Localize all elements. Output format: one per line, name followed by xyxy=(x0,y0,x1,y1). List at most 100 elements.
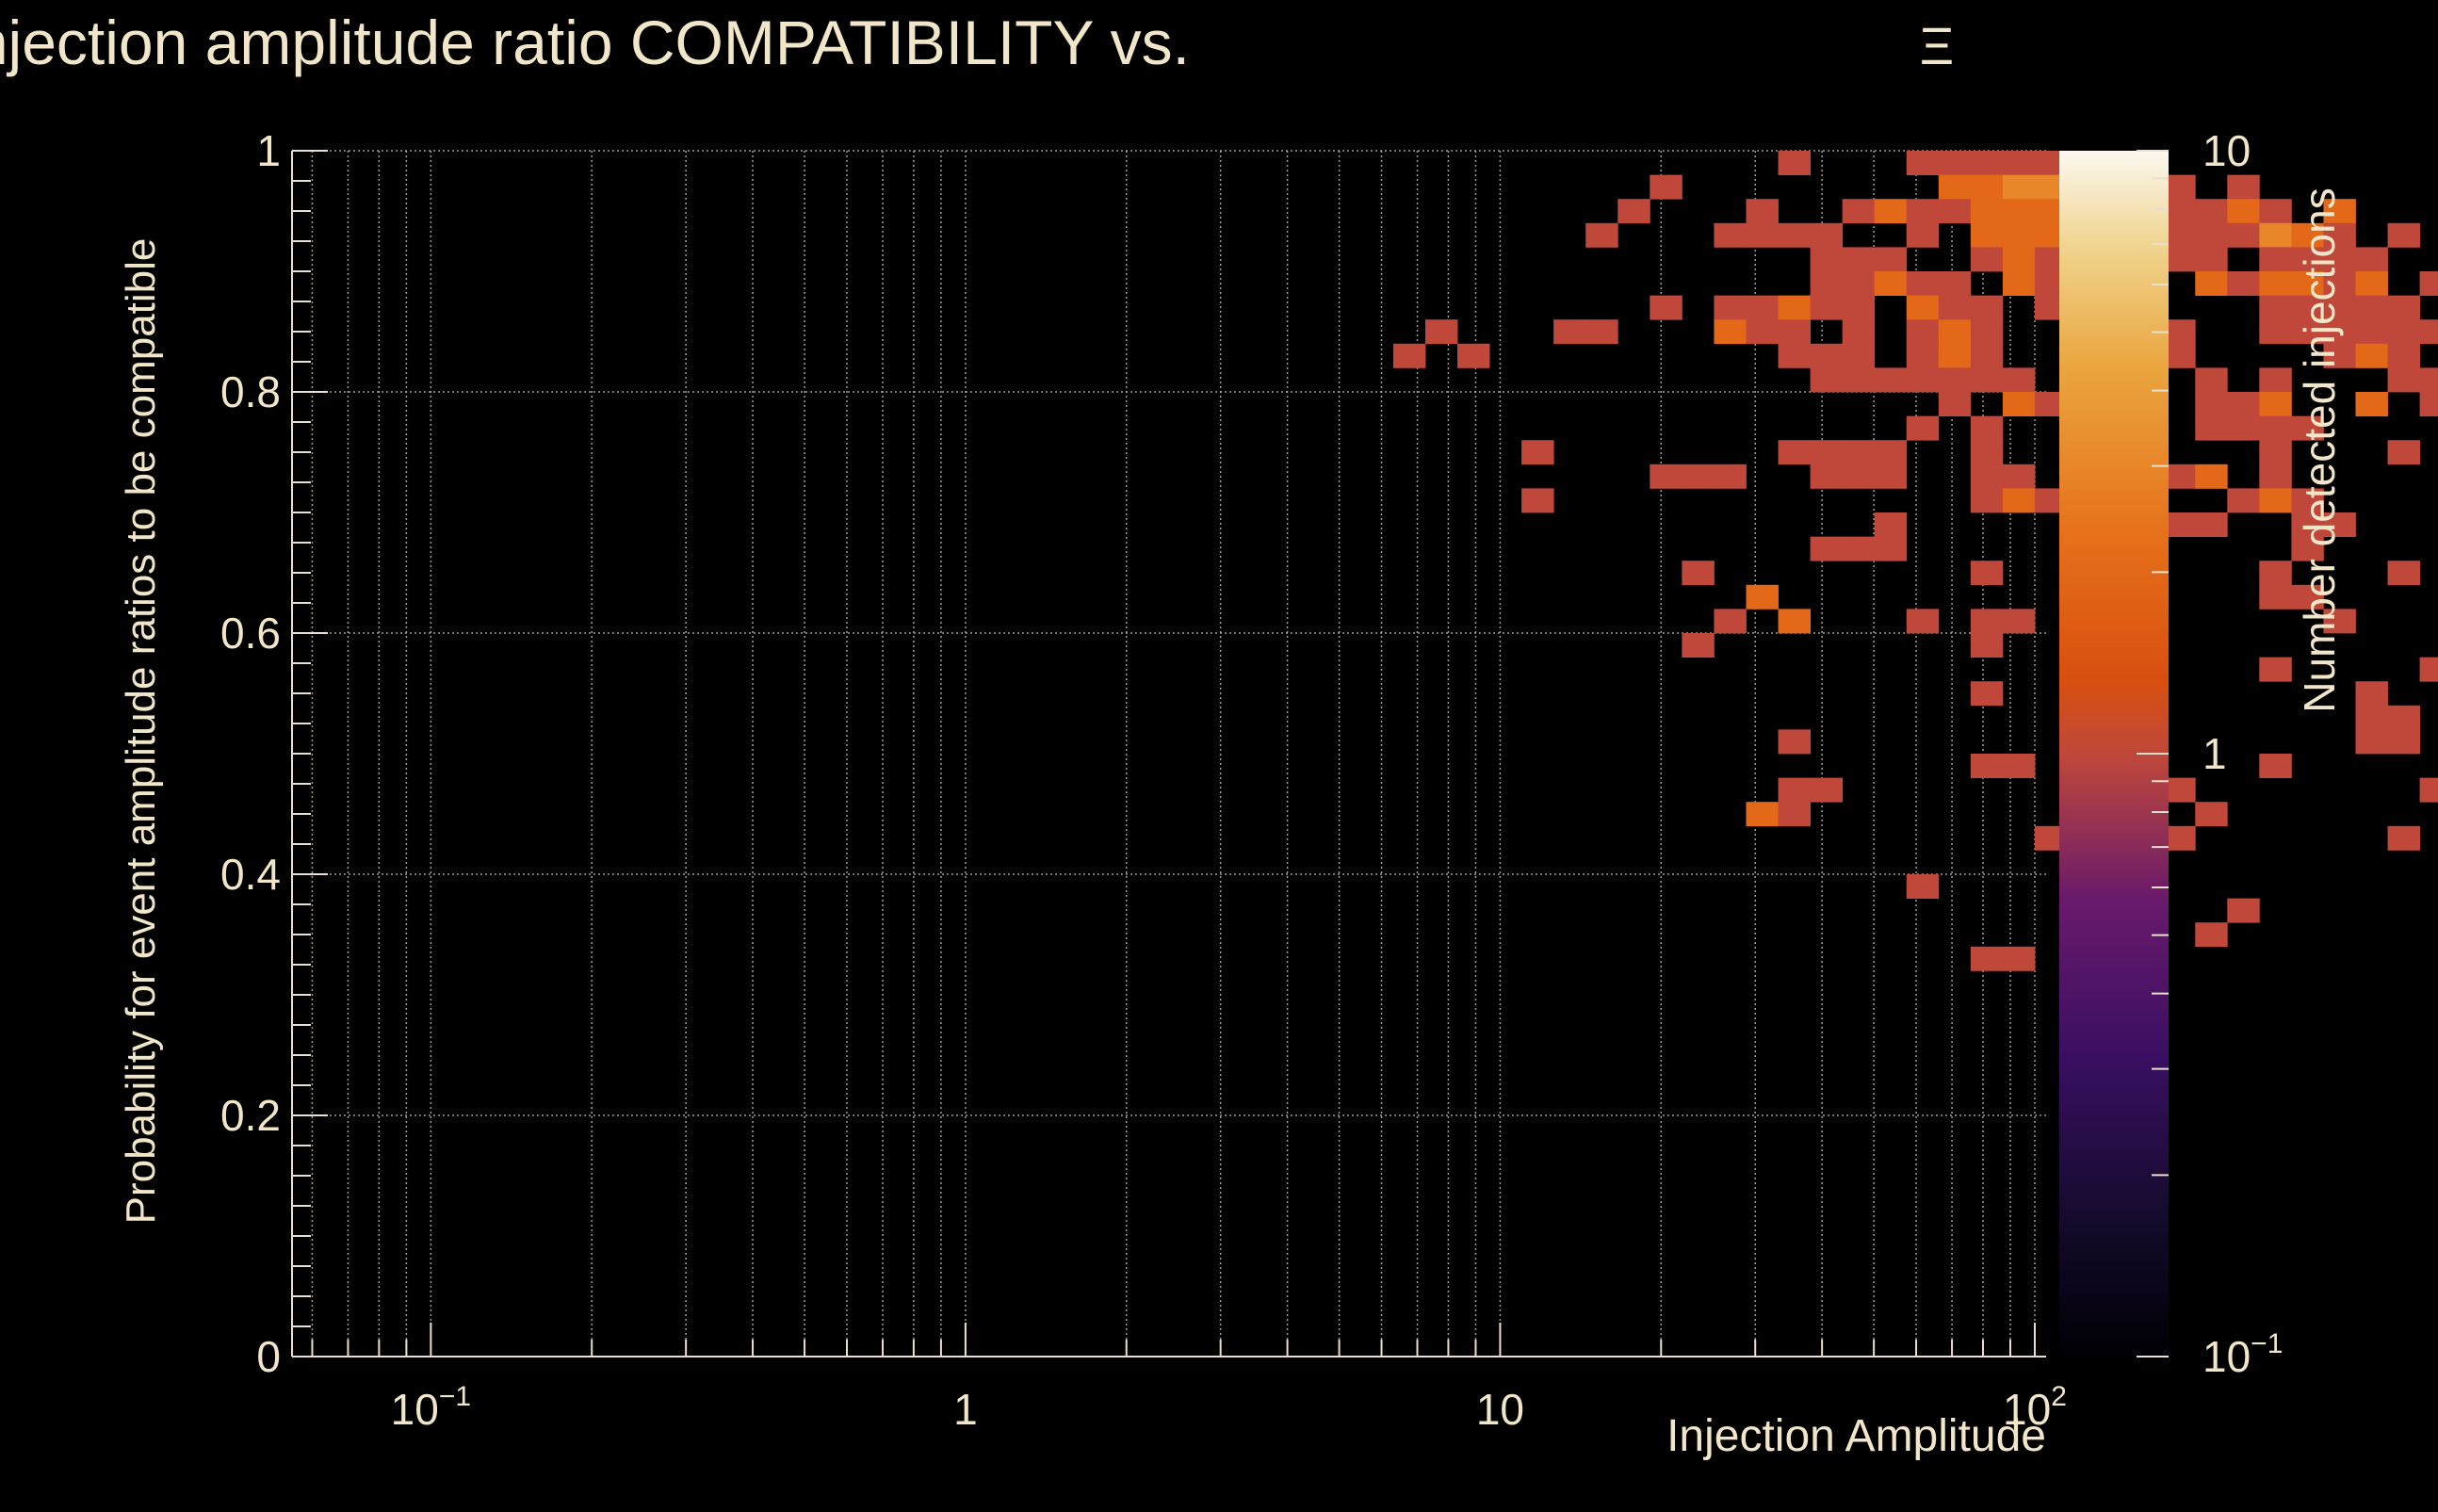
heatmap-cell xyxy=(2323,295,2356,320)
heatmap-cell xyxy=(1970,151,2004,175)
heatmap-cell xyxy=(2195,367,2228,393)
heatmap-cell xyxy=(1842,199,1876,224)
heatmap-cell xyxy=(1746,584,1779,610)
heatmap-cell xyxy=(1906,151,1940,175)
heatmap-cell xyxy=(1842,440,1876,465)
z-tick-label: 10 xyxy=(2202,126,2251,175)
heatmap-cell xyxy=(1874,247,1908,272)
heatmap-cell xyxy=(1906,609,1940,634)
heatmap-cell xyxy=(1810,777,1844,803)
heatmap-cell xyxy=(2355,392,2388,416)
heatmap-cell xyxy=(2323,609,2356,634)
heatmap-cell xyxy=(1874,512,1908,537)
heatmap-cell xyxy=(2227,488,2260,513)
heatmap-cell xyxy=(2259,271,2292,296)
heatmap-cell xyxy=(1938,151,1972,175)
heatmap-cell xyxy=(1938,319,1972,345)
heatmap-cell xyxy=(1714,222,1747,248)
heatmap-cell xyxy=(2227,174,2260,200)
heatmap-cell xyxy=(1842,271,1876,296)
heatmap-cell xyxy=(1714,609,1747,634)
heatmap-cell xyxy=(1553,319,1586,345)
heatmap-cell xyxy=(1810,463,1844,489)
heatmap-cell xyxy=(2259,584,2292,610)
heatmap-cell xyxy=(1778,729,1812,755)
heatmap-cell xyxy=(1842,319,1876,345)
heatmap-cell xyxy=(1810,271,1844,296)
heatmap-cell xyxy=(2227,199,2260,224)
heatmap-cell xyxy=(1778,295,1812,320)
heatmap-cell xyxy=(2291,536,2324,561)
x-tick-label: 10−1 xyxy=(391,1381,471,1434)
heatmap-cell xyxy=(2195,512,2228,537)
heatmap-cell xyxy=(1906,222,1940,248)
heatmap-cell xyxy=(2002,174,2036,200)
heatmap-cell xyxy=(2387,367,2420,393)
heatmap-cell xyxy=(1906,343,1940,368)
heatmap-cell xyxy=(1874,440,1908,465)
heatmap-cell xyxy=(1970,199,2004,224)
heatmap-cell xyxy=(1874,463,1908,489)
heatmap-cell xyxy=(1938,343,1972,368)
heatmap-cell xyxy=(2387,295,2420,320)
heatmap-cell xyxy=(2355,247,2388,272)
heatmap-cell xyxy=(2387,222,2420,248)
heatmap-cell xyxy=(2002,392,2036,416)
heatmap-cell xyxy=(2323,199,2356,224)
heatmap-cell xyxy=(2355,681,2388,707)
heatmap-cell xyxy=(1682,463,1715,489)
heatmap-cell xyxy=(1842,247,1876,272)
heatmap-cell xyxy=(1810,295,1844,320)
heatmap-cell xyxy=(2355,729,2388,755)
heatmap-cell xyxy=(2291,512,2324,537)
chart-title-symbol: Ξ xyxy=(1920,16,1954,75)
heatmap-cell xyxy=(2002,488,2036,513)
heatmap-cell xyxy=(2387,343,2420,368)
heatmap-cell xyxy=(2259,415,2292,441)
heatmap-cell xyxy=(1521,440,1554,465)
heatmap-cell xyxy=(1874,536,1908,561)
y-tick-label: 1 xyxy=(256,126,281,175)
heatmap-cell xyxy=(2195,392,2228,416)
heatmap-cell xyxy=(2195,802,2228,827)
heatmap-cell xyxy=(2259,463,2292,489)
heatmap-cell xyxy=(2291,415,2324,441)
heatmap-cell xyxy=(2227,222,2260,248)
heatmap-cell xyxy=(1938,367,1972,393)
heatmap-cell xyxy=(2291,222,2324,248)
color-scale-label: Number detected injections xyxy=(2295,187,2344,712)
heatmap-cell xyxy=(2419,392,2438,416)
heatmap-cell xyxy=(1810,536,1844,561)
heatmap-cell xyxy=(1906,415,1940,441)
heatmap-cell xyxy=(2387,825,2420,851)
grid-lines xyxy=(292,150,2046,1357)
heatmap-cell xyxy=(1874,367,1908,393)
heatmap-cell xyxy=(2323,247,2356,272)
heatmap-cell xyxy=(2387,705,2420,730)
heatmap-cell xyxy=(2355,295,2388,320)
heatmap-cell xyxy=(2291,247,2324,272)
heatmap-cell xyxy=(2259,222,2292,248)
heatmap-cell xyxy=(2259,247,2292,272)
heatmap-cell xyxy=(1970,222,2004,248)
heatmap-cell xyxy=(2002,151,2036,175)
heatmap-cell xyxy=(1970,561,2004,586)
x-tick-label: 1 xyxy=(953,1385,978,1434)
y-tick-label: 0.6 xyxy=(220,609,281,658)
heatmap-cell xyxy=(2227,392,2260,416)
heatmap-cell xyxy=(2259,561,2292,586)
heatmap-cell xyxy=(1842,536,1876,561)
heatmap-cell xyxy=(1746,199,1779,224)
heatmap-cell xyxy=(1521,488,1554,513)
heatmap-cell xyxy=(1650,174,1682,200)
heatmap-cell xyxy=(1970,247,2004,272)
heatmap-cell xyxy=(2002,271,2036,296)
heatmap-cell xyxy=(1778,777,1812,803)
heatmap-cell xyxy=(1938,174,1972,200)
heatmap-cell xyxy=(1810,440,1844,465)
heatmap-cell xyxy=(1842,343,1876,368)
heatmap-cell xyxy=(2195,415,2228,441)
heatmap-cell xyxy=(1746,319,1779,345)
heatmap-cell xyxy=(2259,319,2292,345)
heatmap-cell xyxy=(1970,488,2004,513)
